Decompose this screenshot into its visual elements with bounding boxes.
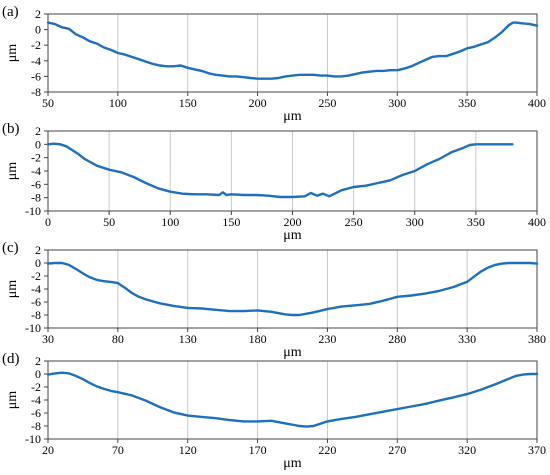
y-axis-title: μm <box>5 44 20 63</box>
y-tick-label: 0 <box>35 256 41 270</box>
x-tick-label: 50 <box>103 215 115 229</box>
y-tick-label: 2 <box>35 354 41 368</box>
y-tick-label: -6 <box>31 69 41 83</box>
plot-frame <box>47 249 538 329</box>
y-tick-label: -8 <box>31 419 41 433</box>
x-tick-label: 300 <box>388 96 406 110</box>
x-tick-label: 220 <box>318 443 336 457</box>
x-axis-title: μm <box>283 109 302 124</box>
x-axis-title: μm <box>283 228 302 243</box>
x-tick-label: 350 <box>458 96 476 110</box>
y-tick-label: -6 <box>31 177 41 191</box>
y-tick-label: 0 <box>35 23 41 37</box>
x-tick-label: 230 <box>318 332 336 346</box>
y-tick-label: -10 <box>25 321 41 335</box>
y-tick-label: -8 <box>31 191 41 205</box>
chart-panel: 20-2-4-6-8-100 50 100 150 200 250 300 350 400μmμ… <box>2 121 546 243</box>
plot-frame <box>47 360 538 440</box>
x-axis-title: μm <box>283 456 302 471</box>
x-tick-label: 380 <box>528 332 546 346</box>
y-tick-label: 0 <box>35 367 41 381</box>
x-tick-label: 350 <box>467 215 485 229</box>
x-tick-label: 320 <box>458 443 476 457</box>
y-tick-label: 2 <box>35 124 41 138</box>
y-axis-title: μm <box>5 162 20 181</box>
x-tick-label: 120 <box>179 443 197 457</box>
y-tick-label: -10 <box>25 204 41 218</box>
y-tick-label: -2 <box>31 151 41 165</box>
series-line <box>46 371 539 428</box>
x-tick-label: 400 <box>528 215 546 229</box>
plot-frame <box>47 13 538 93</box>
y-axis-title: μm <box>5 280 20 299</box>
y-tick-label: -2 <box>31 380 41 394</box>
y-tick-label: -4 <box>31 54 41 68</box>
y-tick-label: -10 <box>25 432 41 446</box>
x-tick-label: 300 <box>406 215 424 229</box>
y-tick-label: -2 <box>31 269 41 283</box>
x-tick-label: 50 <box>42 96 54 110</box>
x-tick-label: 150 <box>222 215 240 229</box>
y-tick-label: -4 <box>31 164 41 178</box>
series-line <box>46 142 514 199</box>
y-tick-label: -6 <box>31 295 41 309</box>
x-tick-label: 20 <box>42 443 54 457</box>
y-axis-title: μm <box>5 391 20 410</box>
x-tick-label: 250 <box>345 215 363 229</box>
y-tick-label: -6 <box>31 406 41 420</box>
panel-label: (a) <box>2 4 19 20</box>
x-tick-label: 80 <box>112 332 124 346</box>
y-tick-label: -8 <box>31 308 41 322</box>
panel-label: (c) <box>2 240 19 256</box>
x-tick-label: 130 <box>179 332 197 346</box>
y-tick-label: -4 <box>31 282 41 296</box>
x-tick-label: 70 <box>112 443 124 457</box>
x-tick-label: 100 <box>161 215 179 229</box>
chart-panel: 2 0-2 -4-6 -850 100 150 200 250 300 350 400 μm μm (a) <box>2 4 546 124</box>
x-tick-label: 170 <box>249 443 267 457</box>
y-tick-label: -2 <box>31 38 41 52</box>
series-line <box>46 21 539 80</box>
x-tick-label: 200 <box>249 96 267 110</box>
y-tick-label: 2 <box>35 243 41 257</box>
y-tick-label: -4 <box>31 393 41 407</box>
panel-label: (d) <box>2 351 20 367</box>
x-tick-label: 0 <box>45 215 51 229</box>
x-tick-label: 370 <box>528 443 546 457</box>
x-tick-label: 180 <box>249 332 267 346</box>
y-tick-label: 2 <box>35 7 41 21</box>
x-tick-label: 30 <box>42 332 54 346</box>
x-tick-label: 100 <box>109 96 127 110</box>
x-tick-label: 400 <box>528 96 546 110</box>
series-line <box>46 261 539 317</box>
panel-label: (b) <box>2 121 20 137</box>
y-tick-label: -8 <box>31 85 41 99</box>
x-tick-label: 200 <box>284 215 302 229</box>
x-axis-title: μm <box>283 345 302 360</box>
x-tick-label: 280 <box>388 332 406 346</box>
x-tick-label: 250 <box>318 96 336 110</box>
x-tick-label: 330 <box>458 332 476 346</box>
x-tick-label: 150 <box>179 96 197 110</box>
x-tick-label: 270 <box>388 443 406 457</box>
y-tick-label: 0 <box>35 137 41 151</box>
